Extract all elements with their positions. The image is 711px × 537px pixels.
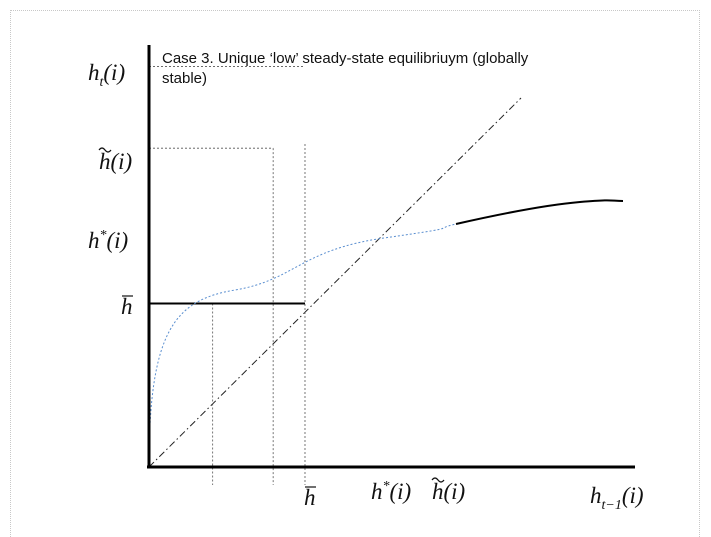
caption-line-1: Case 3. Unique ‘low’ steady-state equili… — [162, 50, 529, 67]
x-tick-h-bar: h — [304, 485, 316, 510]
x-tick-h-tilde-text: h(i) — [432, 479, 465, 504]
dash-dot-45-degree-line — [148, 97, 522, 468]
x-axis-tick-labels: h h*(i) h(i) — [304, 477, 465, 510]
y-axis-label: ht(i) — [88, 60, 125, 90]
y-tick-h-tilde: h(i) — [98, 147, 132, 174]
x-tick-h-bar-text: h — [304, 485, 316, 510]
y-tick-h-bar: h — [121, 294, 133, 319]
y-tick-h-tilde-text: h(i) — [99, 149, 132, 174]
diagram-frame — [10, 10, 700, 537]
y-tick-h-bar-text: h — [121, 294, 133, 319]
y-tick-h-star: h*(i) — [88, 228, 128, 253]
guide-lines — [148, 66, 522, 485]
x-axis-label: ht−1(i) — [590, 483, 644, 513]
x-tick-h-tilde-tilde-accent — [431, 477, 445, 483]
x-tick-h-tilde: h(i) — [431, 477, 465, 504]
dotted-concave-curve — [148, 223, 457, 468]
x-tick-h-star: h*(i) — [371, 479, 411, 504]
y-tick-h-star-text: h*(i) — [88, 228, 128, 253]
y-axis-tick-labels: h(i) h*(i) h — [88, 147, 133, 319]
upper-branch-curve — [455, 199, 624, 225]
x-tick-h-star-text: h*(i) — [371, 479, 411, 504]
curves — [148, 199, 624, 468]
y-tick-h-tilde-tilde-accent — [98, 147, 112, 153]
caption-line-2: stable) — [162, 70, 207, 87]
